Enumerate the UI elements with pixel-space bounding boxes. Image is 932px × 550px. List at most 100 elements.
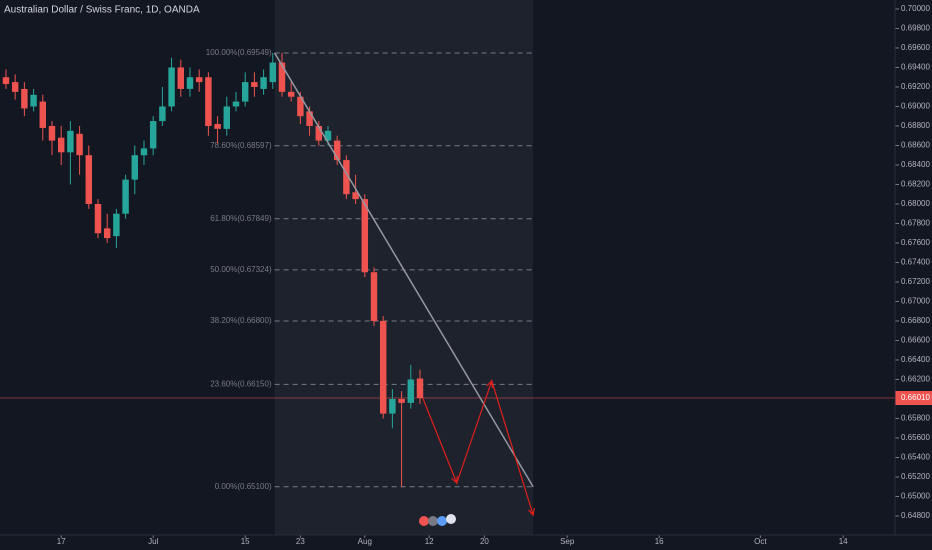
candle-body [361,199,369,273]
x-tick-label: 17 [57,537,66,546]
candle-body [333,140,341,161]
projection-arrowhead [451,476,458,485]
chart-title: Australian Dollar / Swiss Franc, 1D, OAN… [4,5,200,16]
candle-body [223,106,231,129]
candle-body [398,398,405,403]
candle-body [39,101,47,128]
y-tick-label: 0.66400 [901,355,930,364]
candle-body [131,155,139,180]
y-tick-label: 0.65400 [901,453,930,462]
candle-body [416,378,424,399]
y-tick-label: 0.69600 [901,43,930,52]
candle-body [306,111,313,126]
candle-body [324,130,332,141]
y-tick-label: 0.67800 [901,219,930,228]
y-tick-label: 0.64800 [901,511,930,520]
candle-body [177,67,185,89]
candle-body [251,82,258,87]
candle-body [407,379,415,403]
candle-body [122,179,129,214]
candle-body [168,67,175,107]
candle-body [94,203,102,234]
y-tick-label: 0.67200 [901,277,930,286]
candle-body [260,77,267,89]
y-tick-label: 0.70000 [901,4,930,13]
candle-body [195,77,203,83]
fib-label: 100.00%(0.69549) [206,48,272,57]
candle-body [297,96,304,117]
current-price-box [895,391,932,406]
candle-body [21,88,28,109]
candle-body [103,228,111,239]
y-tick-label: 0.68600 [901,141,930,150]
y-tick-label: 0.68000 [901,199,930,208]
y-tick-label: 0.68400 [901,160,930,169]
x-tick-label: Sep [560,537,575,546]
y-tick-label: 0.68200 [901,180,930,189]
candle-body [232,101,240,107]
candle-body [140,148,148,156]
fib-label: 23.60%(0.66150) [210,379,272,388]
candle-body [343,160,350,195]
candle-body [379,320,387,414]
candle-body [389,398,396,414]
y-tick-label: 0.67000 [901,297,930,306]
event-icons [419,514,456,526]
candle-body [149,121,157,149]
fib-label: 50.00%(0.67324) [210,265,272,274]
y-tick-label: 0.66200 [901,375,930,384]
x-tick-label: 14 [839,537,848,546]
projection-path [422,379,534,516]
candle-body [214,124,221,129]
y-tick-label: 0.69200 [901,82,930,91]
candle-body [269,62,277,83]
candle-body [370,272,378,321]
fib-label: 0.00%(0.65100) [215,482,272,491]
candle-body [30,94,37,107]
projection-arrowhead [527,508,535,517]
y-tick-label: 0.65800 [901,414,930,423]
x-tick-label: Aug [358,537,372,546]
candle-body [57,137,65,153]
x-tick-label: 12 [425,537,434,546]
y-tick-label: 0.68800 [901,121,930,130]
x-tick-label: Oct [754,537,767,546]
candle-body [186,77,194,89]
candle-body [241,82,249,102]
y-tick-label: 0.65000 [901,492,930,501]
y-tick-label: 0.69800 [901,24,930,33]
candle-body [113,213,120,237]
y-tick-label: 0.66600 [901,336,930,345]
fib-label: 38.20%(0.66800) [210,316,272,325]
y-tick-label: 0.69400 [901,63,930,72]
candle-body [85,155,93,204]
candle-body [352,192,359,200]
candle-body [287,91,295,97]
candle-body [67,130,74,153]
y-tick-label: 0.67600 [901,238,930,247]
fib-label: 61.80%(0.67849) [210,214,272,223]
x-tick-label: 16 [655,537,664,546]
fib-zone [274,0,534,535]
current-price-label: 0.66010 [901,393,930,402]
trend-line [273,52,534,488]
fib-label: 78.60%(0.68597) [210,141,272,150]
candle-body [315,125,323,141]
candle-body [159,106,166,122]
candle-body [205,77,212,126]
projection-arrowhead [486,379,494,388]
candle-body [76,133,83,156]
y-tick-label: 0.69000 [901,102,930,111]
candle-body [278,62,286,92]
x-tick-label: 20 [480,537,489,546]
candle-body [48,125,56,141]
y-tick-label: 0.65600 [901,433,930,442]
y-tick-label: 0.65200 [901,472,930,481]
x-tick-label: 23 [296,537,305,546]
y-tick-label: 0.66800 [901,316,930,325]
candle-body [2,77,10,85]
candle-body [11,82,19,92]
x-tick-label: Jul [148,537,158,546]
y-tick-label: 0.67400 [901,258,930,267]
